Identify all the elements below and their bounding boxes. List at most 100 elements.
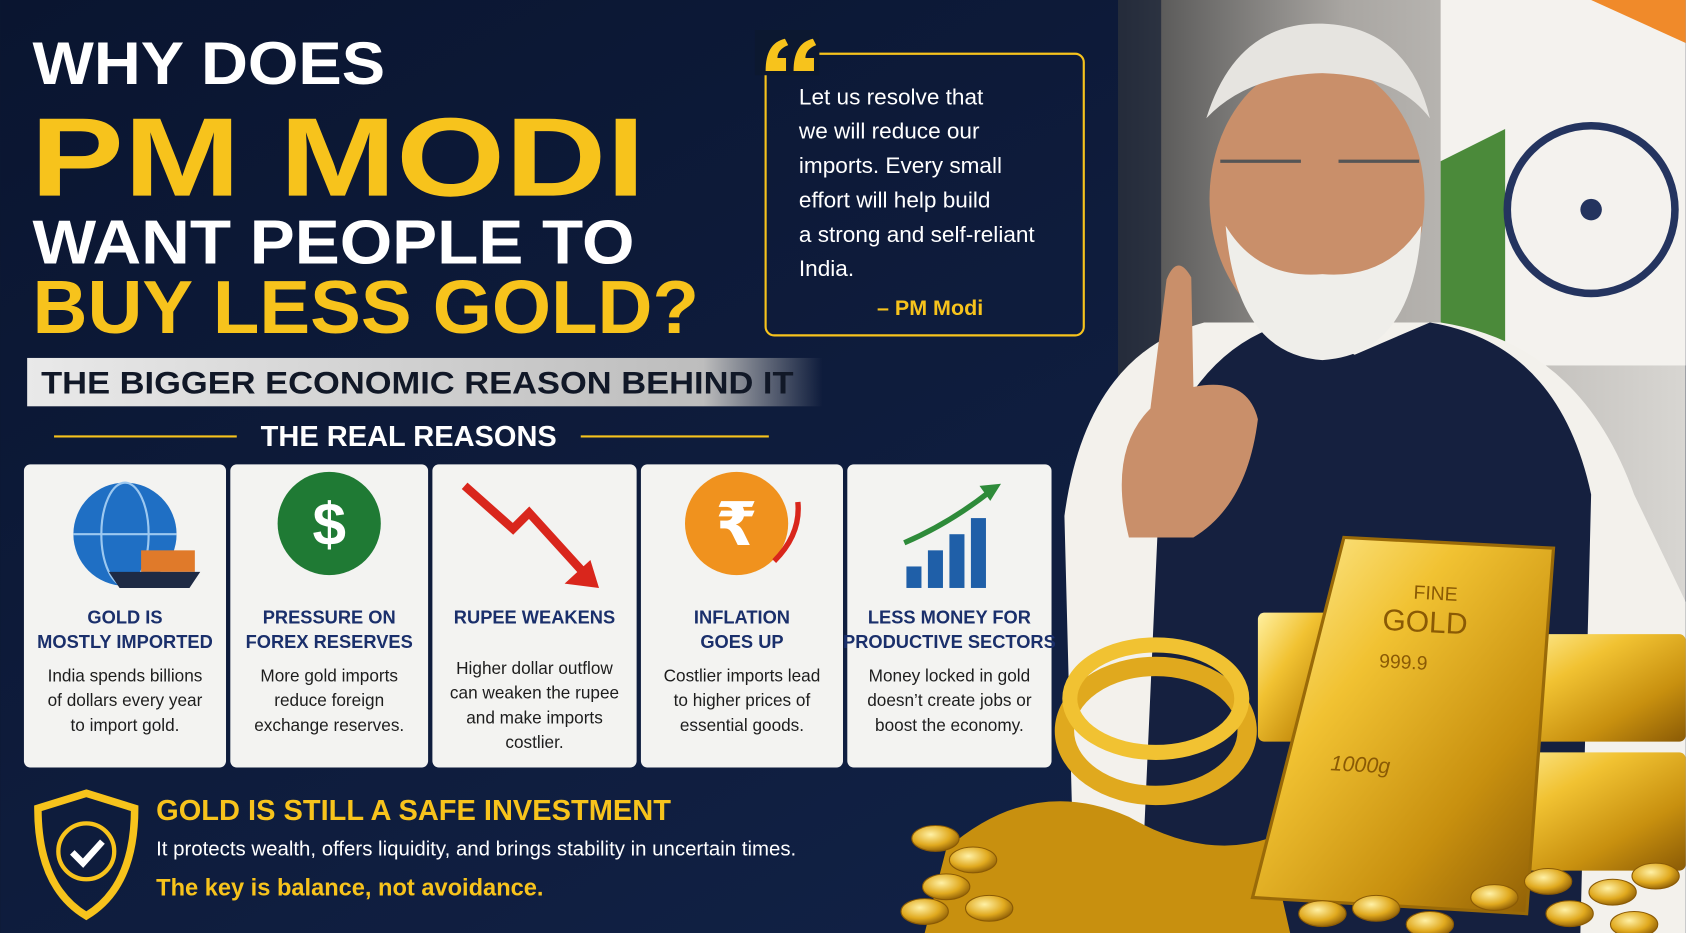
ship-icon (141, 550, 195, 572)
card-body: Money locked in gold (869, 665, 1030, 685)
card-title: MOSTLY IMPORTED (37, 631, 213, 652)
reason-card: LESS MONEY FOR PRODUCTIVE SECTORS Money lo… (843, 464, 1056, 768)
coin (1298, 900, 1347, 928)
bar-icon (927, 550, 943, 588)
card-title: GOES UP (700, 631, 783, 652)
bangle (1062, 637, 1250, 760)
bar-icon (906, 566, 922, 588)
quote-attribution: – PM Modi (877, 296, 983, 320)
beard (1225, 225, 1422, 361)
coin (1545, 900, 1594, 928)
quote-line: a strong and self-reliant (799, 222, 1036, 247)
symbol-icon (684, 471, 789, 576)
card-body: can weaken the rupee (450, 683, 619, 703)
gold-bar-text: FINE (1413, 582, 1458, 606)
card-background (432, 464, 637, 768)
flag-chakra-hub (1580, 198, 1602, 221)
quote-line: imports. Every small (799, 153, 1002, 178)
coin (1405, 910, 1455, 933)
downtrend-icon (461, 482, 587, 575)
gold-bar-text: GOLD (1382, 604, 1469, 641)
check-icon (70, 839, 105, 868)
card-body: of dollars every year (48, 690, 203, 710)
card-background (847, 464, 1052, 768)
card-body: exchange reserves. (254, 715, 404, 735)
card-title: RUPEE WEAKENS (454, 606, 615, 627)
growth-arrow (903, 489, 992, 546)
card-title: GOLD IS (87, 606, 162, 627)
ship-icon (108, 571, 201, 588)
downtrend-icon (564, 560, 600, 588)
subtitle: THE BIGGER ECONOMIC REASON BEHIND IT (41, 365, 793, 400)
coin (1470, 884, 1519, 911)
card-body: boost the economy. (875, 715, 1024, 735)
footer-tagline: The key is balance, not avoidance. (156, 875, 543, 901)
flag-chakra (1503, 121, 1679, 298)
subtitle-banner (27, 357, 823, 407)
card-body: doesn’t create jobs or (867, 690, 1032, 710)
coin (911, 824, 960, 852)
raised-hand (1121, 265, 1258, 538)
card-body: reduce foreign (274, 690, 384, 710)
gold-pile: FINE GOLD 999.9 1000g (900, 535, 1686, 933)
footer-title: GOLD IS STILL A SAFE INVESTMENT (156, 795, 671, 827)
shield-icon (56, 821, 117, 882)
card-body: India spends billions (48, 665, 203, 685)
headline: WANT PEOPLE TO (33, 208, 635, 277)
bangle (1054, 656, 1257, 806)
card-body: costlier. (505, 732, 563, 752)
card-background (230, 464, 429, 768)
quote-line: India. (799, 256, 854, 281)
card-body: essential goods. (680, 715, 804, 735)
card-title: PRODUCTIVE SECTORS (843, 631, 1056, 652)
card-body: Costlier imports lead (664, 665, 821, 685)
card-body: Higher dollar outflow (456, 658, 613, 678)
quote-text: Let us resolve that we will reduce our imp… (798, 84, 1036, 281)
flag-green (1440, 128, 1506, 355)
symbol-glyph: $ (312, 491, 345, 558)
quote-line: Let us resolve that (799, 84, 984, 109)
coin (1609, 910, 1659, 933)
gold-bar-back (1505, 634, 1686, 742)
symbol-icon (277, 471, 381, 576)
section-heading: THE REAL REASONS (261, 421, 557, 453)
card-body: to import gold. (71, 715, 180, 735)
bar-icon (949, 534, 965, 588)
coin (948, 846, 998, 874)
quote-line: effort will help build (799, 187, 990, 212)
reason-card: ₹ INFLATION GOES UP Costlier imports lead to… (640, 464, 843, 768)
reason-card: GOLD IS MOSTLY IMPORTED India spends billi… (23, 464, 227, 768)
coin (1631, 862, 1680, 890)
uptrend-arrow (772, 501, 801, 563)
card-body: to higher prices of (674, 690, 811, 710)
quote-mark (765, 38, 817, 71)
card-title: PRESSURE ON (263, 606, 396, 627)
coin (900, 898, 949, 925)
headline: WHY DOES (33, 30, 386, 97)
coins (900, 824, 1680, 933)
headline-highlight: PM MODI (30, 95, 645, 220)
gold-bar-text: 999.9 (1379, 650, 1428, 675)
quote-line: we will reduce our (798, 119, 980, 144)
coin (1351, 894, 1401, 922)
chain-pile (924, 801, 1291, 933)
card-body: and make imports (466, 707, 603, 727)
growth-arrow (979, 483, 1002, 501)
gold-bar-text: 1000g (1330, 751, 1391, 778)
card-title: LESS MONEY FOR (868, 606, 1031, 627)
coin (1523, 867, 1573, 895)
quote-box (764, 52, 1085, 337)
bar-icon (970, 518, 986, 588)
coin (1588, 878, 1637, 906)
flag-saffron (1591, 0, 1686, 43)
symbol-glyph: ₹ (716, 491, 758, 558)
coin (922, 873, 971, 901)
photo: FINE GOLD 999.9 1000g (900, 0, 1686, 933)
reason-card: RUPEE WEAKENS Higher dollar outflow can we… (432, 464, 637, 768)
reason-cards: GOLD IS MOSTLY IMPORTED India spends billi… (23, 464, 1056, 768)
coin (964, 894, 1014, 922)
gold-bar (1250, 535, 1556, 916)
shield-icon (34, 789, 139, 921)
